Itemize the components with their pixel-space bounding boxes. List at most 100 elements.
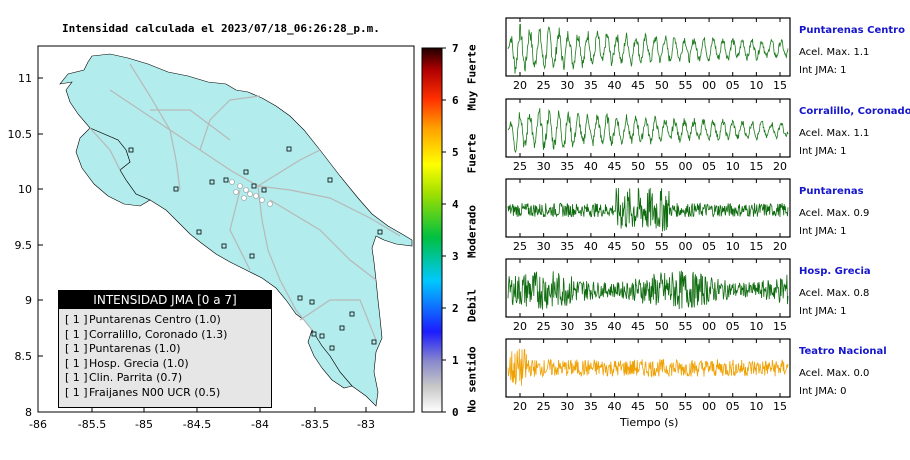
scale-tick-label: 3 xyxy=(452,250,459,263)
waveform-panel: 25 30 35 40 45 50 55 00 05 10 15 20 xyxy=(505,98,791,173)
station-max-accel: Acel. Max. 0.8 xyxy=(799,288,870,299)
time-tick-label: 35 xyxy=(584,400,598,413)
legend-item-tag: [ 1 ] xyxy=(65,342,88,356)
station-name: Teatro Nacional xyxy=(799,346,887,357)
time-tick-label: 25 xyxy=(537,400,551,413)
legend-item: [ 1 ]Puntarenas Centro (1.0) xyxy=(65,313,271,328)
time-axis-title: Tiempo (s) xyxy=(620,416,679,429)
time-tick-label: 30 xyxy=(537,240,551,253)
station-max-accel: Acel. Max. 0.9 xyxy=(799,208,870,219)
time-tick-label: 25 xyxy=(513,240,527,253)
scale-tick-label: 2 xyxy=(452,302,459,315)
time-tick-label: 35 xyxy=(560,160,574,173)
station-name: Puntarenas xyxy=(799,186,864,197)
time-tick-label: 10 xyxy=(726,240,740,253)
time-tick-label: 45 xyxy=(631,400,645,413)
station-jma-intensity: Int JMA: 0 xyxy=(799,386,847,397)
time-tick-label: 00 xyxy=(702,400,716,413)
station-jma-intensity: Int JMA: 1 xyxy=(799,65,847,76)
waveform-trace xyxy=(507,108,789,154)
legend-item: [ 1 ]Corralillo, Coronado (1.3) xyxy=(65,328,271,343)
legend-item: [ 1 ]Puntarenas (1.0) xyxy=(65,342,271,357)
station-max-accel: Acel. Max. 1.1 xyxy=(799,47,870,58)
station-name: Hosp. Grecia xyxy=(799,266,871,277)
scale-tick-label: 4 xyxy=(452,198,459,211)
time-tick-label: 40 xyxy=(608,400,622,413)
time-tick-label: 45 xyxy=(608,160,622,173)
station-name: Puntarenas Centro xyxy=(799,25,905,36)
waveform-trace xyxy=(507,187,789,232)
map-y-tick-label: 10 xyxy=(18,183,32,196)
legend-item-tag: [ 1 ] xyxy=(65,313,88,326)
time-tick-label: 45 xyxy=(631,320,645,333)
time-tick-label: 25 xyxy=(537,79,551,92)
scale-tick-label: 6 xyxy=(452,94,459,107)
time-tick-label: 45 xyxy=(631,79,645,92)
legend-item-label: Puntarenas Centro (1.0) xyxy=(89,313,221,326)
scale-tick-label: 5 xyxy=(452,146,459,159)
nicoya-peninsula xyxy=(75,127,151,207)
osa-peninsula xyxy=(307,329,353,389)
waveform-trace xyxy=(507,348,789,386)
time-tick-label: 55 xyxy=(678,79,692,92)
time-tick-label: 00 xyxy=(678,240,692,253)
time-tick-label: 20 xyxy=(773,160,787,173)
waveform-trace xyxy=(507,23,789,74)
time-tick-label: 50 xyxy=(631,160,645,173)
legend-item-label: Clin. Parrita (0.7) xyxy=(89,371,183,385)
legend-item-label: Hosp. Grecia (1.0) xyxy=(89,356,189,370)
time-tick-label: 00 xyxy=(702,320,716,333)
time-tick-label: 20 xyxy=(773,240,787,253)
map-x-tick-label: -84.5 xyxy=(183,418,211,431)
time-tick-label: 10 xyxy=(726,160,740,173)
time-tick-label: 30 xyxy=(537,160,551,173)
color-bar-ticks: 7 6 5 4 3 2 1 0 xyxy=(442,42,459,419)
legend-item-label: Fraijanes N00 UCR (0.5) xyxy=(89,385,221,399)
legend-item: [ 1 ]Hosp. Grecia (1.0) xyxy=(65,357,271,372)
legend-item-tag: [ 1 ] xyxy=(65,371,88,385)
map-y-tick-label: 8.5 xyxy=(15,350,33,363)
time-tick-label: 40 xyxy=(608,79,622,92)
time-tick-label: 15 xyxy=(749,160,763,173)
waveform-frame xyxy=(505,17,791,77)
station-jma-intensity: Int JMA: 1 xyxy=(799,146,847,157)
san-jose-cluster xyxy=(229,179,273,207)
station-max-accel: Acel. Max. 1.1 xyxy=(799,128,870,139)
time-tick-label: 35 xyxy=(584,320,598,333)
waveform-frame xyxy=(505,338,791,398)
station-markers xyxy=(128,146,383,351)
legend-item-tag: [ 1 ] xyxy=(65,385,88,399)
time-tick-label: 35 xyxy=(560,240,574,253)
time-tick-label: 20 xyxy=(513,79,527,92)
time-tick-label: 55 xyxy=(678,400,692,413)
time-tick-label: 55 xyxy=(655,160,669,173)
time-tick-label: 25 xyxy=(537,320,551,333)
station-jma-intensity: Int JMA: 1 xyxy=(799,306,847,317)
station-max-accel: Acel. Max. 0.0 xyxy=(799,368,870,379)
station-jma-intensity: Int JMA: 1 xyxy=(799,226,847,237)
time-tick-label: 40 xyxy=(584,160,598,173)
scale-tick-label: 1 xyxy=(452,354,459,367)
time-tick-label: 30 xyxy=(560,320,574,333)
time-tick-label: 05 xyxy=(726,320,740,333)
time-tick-label: 05 xyxy=(702,240,716,253)
time-tick-label: 05 xyxy=(726,79,740,92)
time-tick-label: 15 xyxy=(773,79,787,92)
time-tick-label: 10 xyxy=(749,400,763,413)
time-tick-label: 15 xyxy=(773,400,787,413)
time-tick-label: 20 xyxy=(513,400,527,413)
time-tick-label: 50 xyxy=(655,79,669,92)
road-network xyxy=(89,63,401,341)
legend-item-tag: [ 1 ] xyxy=(65,327,88,341)
station-name: Corralillo, Coronado xyxy=(799,106,910,117)
legend-item-tag: [ 1 ] xyxy=(65,356,88,370)
time-tick-label: 15 xyxy=(749,240,763,253)
map-x-tick-label: -86 xyxy=(29,418,47,431)
map-x-tick-label: -83.5 xyxy=(301,418,329,431)
map-title: Intensidad calculada el 2023/07/18_06:26… xyxy=(62,22,380,35)
time-tick-label: 05 xyxy=(726,400,740,413)
map-y-tick-label: 8 xyxy=(25,406,32,419)
time-tick-label: 10 xyxy=(749,79,763,92)
time-tick-label: 05 xyxy=(702,160,716,173)
